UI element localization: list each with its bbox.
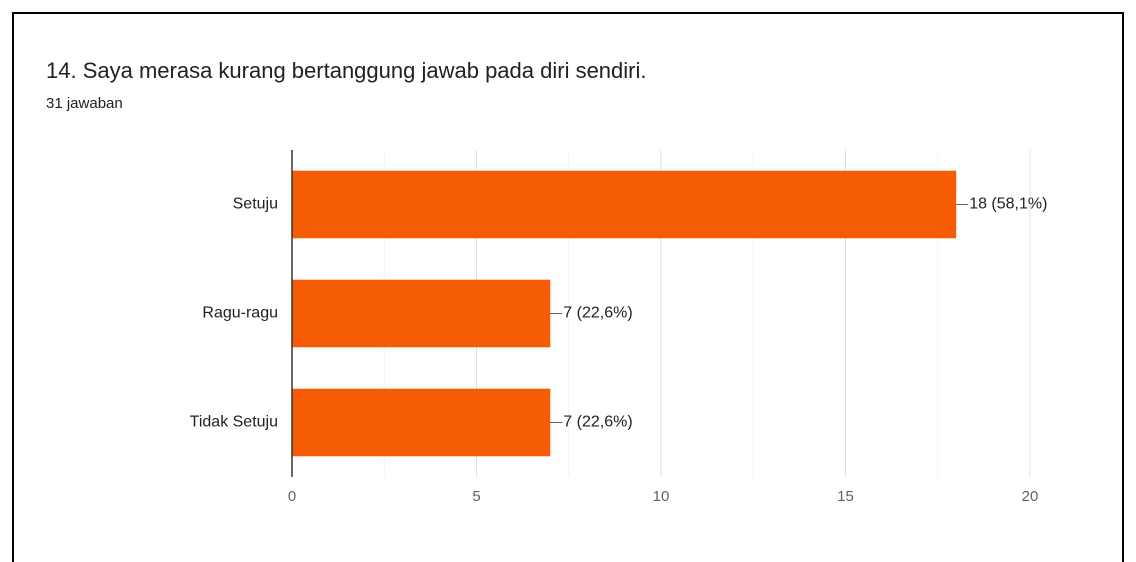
x-tick-label: 10 — [653, 488, 670, 505]
y-tick-label: Setuju — [233, 196, 278, 213]
y-tick-label: Ragu-ragu — [202, 305, 278, 322]
x-tick-label: 0 — [288, 488, 296, 505]
x-tick-label: 15 — [837, 488, 854, 505]
bar — [292, 279, 551, 348]
bar — [292, 170, 957, 239]
x-tick-label: 20 — [1022, 488, 1039, 505]
y-tick-label: Tidak Setuju — [190, 414, 278, 431]
value-label: 7 (22,6%) — [563, 414, 632, 431]
value-label: 7 (22,6%) — [563, 305, 632, 322]
chart-title: 14. Saya merasa kurang bertanggung jawab… — [46, 58, 647, 83]
chart-subtitle: 31 jawaban — [46, 95, 123, 112]
bar — [292, 388, 551, 457]
x-tick-label: 5 — [472, 488, 480, 505]
value-label: 18 (58,1%) — [969, 196, 1047, 213]
frame — [12, 12, 1124, 562]
